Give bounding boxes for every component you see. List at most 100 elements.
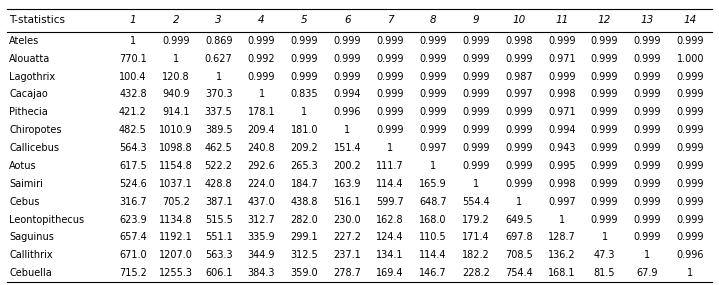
Text: Aotus: Aotus	[9, 161, 37, 171]
Text: 0.999: 0.999	[633, 197, 661, 207]
Text: 181.0: 181.0	[290, 125, 319, 135]
Text: 0.999: 0.999	[377, 107, 404, 117]
Text: 1: 1	[344, 125, 350, 135]
Text: 14: 14	[684, 15, 697, 25]
Text: 136.2: 136.2	[548, 250, 575, 260]
Text: 1098.8: 1098.8	[159, 143, 193, 153]
Text: 0.999: 0.999	[633, 54, 661, 64]
Text: 0.997: 0.997	[505, 89, 533, 99]
Text: 1: 1	[602, 233, 608, 243]
Text: 0.999: 0.999	[633, 161, 661, 171]
Text: 1: 1	[301, 107, 308, 117]
Text: 0.999: 0.999	[462, 54, 490, 64]
Text: 0.999: 0.999	[633, 72, 661, 82]
Text: 0.999: 0.999	[334, 36, 361, 46]
Text: 617.5: 617.5	[119, 161, 147, 171]
Text: 163.9: 163.9	[334, 179, 361, 189]
Text: 124.4: 124.4	[376, 233, 404, 243]
Text: 524.6: 524.6	[119, 179, 147, 189]
Text: 0.999: 0.999	[290, 36, 319, 46]
Text: 168.0: 168.0	[419, 215, 446, 225]
Text: 1192.1: 1192.1	[159, 233, 193, 243]
Text: Saimiri: Saimiri	[9, 179, 43, 189]
Text: 0.869: 0.869	[205, 36, 232, 46]
Text: 265.3: 265.3	[290, 161, 319, 171]
Text: 0.999: 0.999	[377, 125, 404, 135]
Text: 171.4: 171.4	[462, 233, 490, 243]
Text: 0.999: 0.999	[591, 143, 618, 153]
Text: 516.1: 516.1	[334, 197, 361, 207]
Text: 0.999: 0.999	[377, 72, 404, 82]
Text: 0.999: 0.999	[591, 125, 618, 135]
Text: Saguinus: Saguinus	[9, 233, 54, 243]
Text: 335.9: 335.9	[248, 233, 275, 243]
Text: 0.999: 0.999	[248, 72, 275, 82]
Text: 0.999: 0.999	[677, 107, 704, 117]
Text: 0.999: 0.999	[677, 36, 704, 46]
Text: Cebuella: Cebuella	[9, 268, 52, 278]
Text: 522.2: 522.2	[205, 161, 233, 171]
Text: 0.999: 0.999	[677, 72, 704, 82]
Text: 81.5: 81.5	[594, 268, 615, 278]
Text: 0.999: 0.999	[633, 215, 661, 225]
Text: 1: 1	[216, 72, 221, 82]
Text: 606.1: 606.1	[205, 268, 232, 278]
Text: 0.999: 0.999	[633, 179, 661, 189]
Text: 114.4: 114.4	[377, 179, 404, 189]
Text: 0.999: 0.999	[419, 72, 446, 82]
Text: 1010.9: 1010.9	[159, 125, 193, 135]
Text: 0.999: 0.999	[505, 179, 533, 189]
Text: 0.999: 0.999	[334, 54, 361, 64]
Text: Lagothrix: Lagothrix	[9, 72, 55, 82]
Text: 1: 1	[173, 54, 179, 64]
Text: 0.999: 0.999	[677, 179, 704, 189]
Text: 169.4: 169.4	[377, 268, 404, 278]
Text: Callicebus: Callicebus	[9, 143, 59, 153]
Text: 0.971: 0.971	[548, 107, 575, 117]
Text: 0.999: 0.999	[677, 89, 704, 99]
Text: 0.999: 0.999	[591, 72, 618, 82]
Text: 1: 1	[473, 179, 479, 189]
Text: 0.627: 0.627	[205, 54, 232, 64]
Text: 0.999: 0.999	[505, 161, 533, 171]
Text: 0.999: 0.999	[591, 107, 618, 117]
Text: 0.999: 0.999	[462, 107, 490, 117]
Text: 515.5: 515.5	[205, 215, 232, 225]
Text: 432.8: 432.8	[119, 89, 147, 99]
Text: 316.7: 316.7	[119, 197, 147, 207]
Text: 1.000: 1.000	[677, 54, 704, 64]
Text: 0.994: 0.994	[548, 125, 575, 135]
Text: 0.999: 0.999	[591, 215, 618, 225]
Text: 0.999: 0.999	[248, 36, 275, 46]
Text: 0.999: 0.999	[419, 36, 446, 46]
Text: 389.5: 389.5	[205, 125, 232, 135]
Text: 1037.1: 1037.1	[159, 179, 193, 189]
Text: 110.5: 110.5	[419, 233, 447, 243]
Text: 2: 2	[173, 15, 179, 25]
Text: 564.3: 564.3	[119, 143, 147, 153]
Text: 0.999: 0.999	[591, 89, 618, 99]
Text: 0.997: 0.997	[419, 143, 447, 153]
Text: 1: 1	[258, 89, 265, 99]
Text: 230.0: 230.0	[334, 215, 361, 225]
Text: 114.4: 114.4	[419, 250, 446, 260]
Text: 0.999: 0.999	[419, 89, 446, 99]
Text: 184.7: 184.7	[290, 179, 319, 189]
Text: 0.999: 0.999	[419, 54, 446, 64]
Text: 671.0: 671.0	[119, 250, 147, 260]
Text: 0.997: 0.997	[548, 197, 575, 207]
Text: 1: 1	[644, 250, 651, 260]
Text: 5: 5	[301, 15, 308, 25]
Text: 282.0: 282.0	[290, 215, 319, 225]
Text: 227.2: 227.2	[334, 233, 362, 243]
Text: 0.999: 0.999	[419, 125, 446, 135]
Text: 146.7: 146.7	[419, 268, 447, 278]
Text: 754.4: 754.4	[505, 268, 533, 278]
Text: 13: 13	[641, 15, 654, 25]
Text: 0.999: 0.999	[548, 72, 575, 82]
Text: 228.2: 228.2	[462, 268, 490, 278]
Text: Cacajao: Cacajao	[9, 89, 48, 99]
Text: 0.999: 0.999	[591, 179, 618, 189]
Text: 0.999: 0.999	[377, 36, 404, 46]
Text: 151.4: 151.4	[334, 143, 361, 153]
